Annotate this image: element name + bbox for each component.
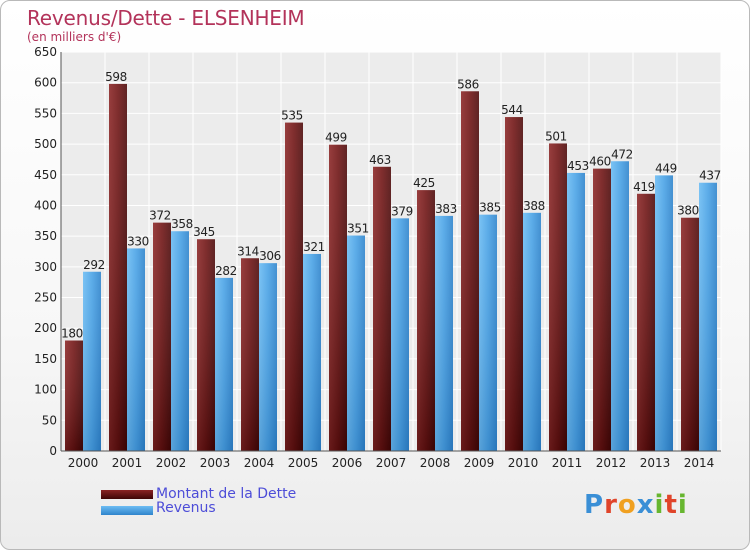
- x-tick-label: 2013: [640, 456, 671, 470]
- bar-shade: [479, 214, 497, 451]
- x-tick-label: 2002: [156, 456, 187, 470]
- y-tick-label: 100: [34, 383, 57, 397]
- x-tick-label: 2005: [288, 456, 319, 470]
- x-tick-label: 2010: [508, 456, 539, 470]
- data-label-dette: 425: [413, 176, 435, 190]
- x-tick-label: 2012: [596, 456, 627, 470]
- data-label-revenus: 472: [611, 147, 633, 161]
- data-label-revenus: 351: [347, 222, 369, 236]
- data-label-dette: 501: [545, 129, 567, 143]
- data-label-dette: 598: [105, 70, 127, 84]
- x-tick-label: 2014: [684, 456, 715, 470]
- bar-shade: [303, 253, 321, 451]
- bar-shade: [329, 144, 347, 451]
- data-label-dette: 380: [677, 204, 699, 218]
- y-tick-label: 450: [34, 168, 57, 182]
- data-label-dette: 586: [457, 77, 479, 91]
- x-tick-label: 2009: [464, 456, 495, 470]
- bar-shade: [65, 340, 83, 451]
- x-tick-label: 2000: [68, 456, 99, 470]
- bar-shade: [435, 215, 453, 451]
- bar-shade: [567, 172, 585, 452]
- data-label-revenus: 282: [215, 264, 237, 278]
- data-label-dette: 419: [633, 180, 655, 194]
- bar-shade: [611, 161, 629, 451]
- bar-shade: [391, 218, 409, 451]
- bar-shade: [241, 258, 259, 451]
- data-label-revenus: 449: [655, 161, 677, 175]
- y-tick-label: 550: [34, 106, 57, 120]
- bar-shade: [215, 277, 233, 451]
- bar-shade: [109, 83, 127, 452]
- x-tick-label: 2004: [244, 456, 275, 470]
- bar-shade: [505, 117, 523, 452]
- y-tick-label: 50: [42, 413, 57, 427]
- bar-shade: [681, 217, 699, 451]
- bar-shade: [83, 271, 101, 451]
- data-label-revenus: 385: [479, 201, 501, 215]
- legend-label-revenus: Revenus: [156, 500, 216, 516]
- data-label-revenus: 453: [567, 159, 589, 173]
- data-label-dette: 544: [501, 103, 523, 117]
- data-label-dette: 345: [193, 225, 215, 239]
- data-label-dette: 372: [149, 209, 171, 223]
- data-label-revenus: 379: [391, 204, 413, 218]
- y-tick-label: 250: [34, 291, 57, 305]
- bar-shade: [347, 235, 365, 451]
- data-label-dette: 180: [61, 327, 83, 341]
- bar-shade: [417, 190, 435, 451]
- bar-shade: [461, 91, 479, 451]
- data-label-revenus: 358: [171, 217, 193, 231]
- x-tick-label: 2007: [376, 456, 407, 470]
- bar-shade: [197, 239, 215, 451]
- data-label-revenus: 437: [699, 169, 721, 183]
- data-label-revenus: 306: [259, 249, 281, 263]
- x-tick-label: 2008: [420, 456, 451, 470]
- y-tick-label: 0: [49, 444, 57, 458]
- bar-shade: [523, 212, 541, 451]
- y-tick-label: 200: [34, 321, 57, 335]
- data-label-revenus: 292: [83, 258, 105, 272]
- y-tick-label: 150: [34, 352, 57, 366]
- y-tick-label: 600: [34, 76, 57, 90]
- x-tick-label: 2006: [332, 456, 363, 470]
- x-tick-label: 2001: [112, 456, 143, 470]
- y-tick-label: 650: [34, 45, 57, 59]
- bar-shade: [127, 248, 145, 451]
- data-label-revenus: 321: [303, 240, 325, 254]
- bar-shade: [655, 175, 673, 452]
- bar-shade: [373, 166, 391, 451]
- data-label-dette: 314: [237, 244, 259, 258]
- y-tick-label: 300: [34, 260, 57, 274]
- bar-shade: [593, 168, 611, 451]
- bar-shade: [171, 231, 189, 451]
- legend-swatch-debt: [101, 490, 153, 499]
- y-tick-label: 400: [34, 198, 57, 212]
- legend-swatch-revenus: [101, 506, 153, 515]
- chart-subtitle: (en milliers d'€): [27, 30, 122, 44]
- bar-shade: [285, 122, 303, 451]
- bar-shade: [259, 263, 277, 451]
- y-tick-label: 500: [34, 137, 57, 151]
- data-label-revenus: 388: [523, 199, 545, 213]
- data-label-revenus: 330: [127, 234, 149, 248]
- chart-title: Revenus/Dette - ELSENHEIM: [27, 6, 305, 30]
- data-label-dette: 499: [325, 131, 347, 145]
- bar-shade: [699, 182, 717, 451]
- data-label-dette: 535: [281, 109, 303, 123]
- data-label-revenus: 383: [435, 202, 457, 216]
- bar-shade: [637, 193, 655, 451]
- y-tick-label: 350: [34, 229, 57, 243]
- bar-shade: [549, 143, 567, 451]
- data-label-dette: 463: [369, 153, 391, 167]
- proxiti-logo: Proxiti: [584, 490, 688, 520]
- bar-shade: [153, 222, 171, 451]
- x-tick-label: 2011: [552, 456, 583, 470]
- data-label-dette: 460: [589, 155, 611, 169]
- x-tick-label: 2003: [200, 456, 231, 470]
- legend-label-debt: Montant de la Dette: [156, 486, 297, 502]
